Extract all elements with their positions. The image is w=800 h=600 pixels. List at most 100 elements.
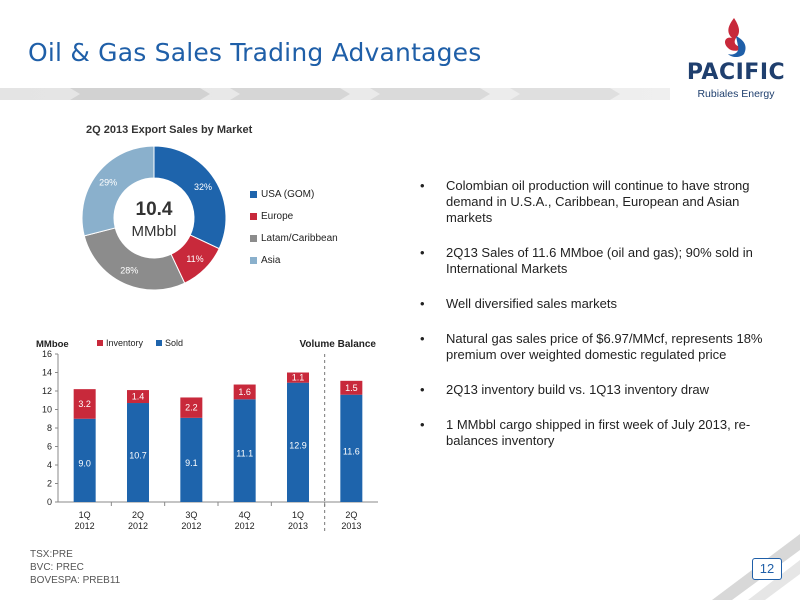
bar-label-inventory: 1.4 (132, 392, 145, 402)
donut-label-latam: 28% (120, 265, 138, 275)
flame-logo-icon (725, 18, 746, 57)
x-tick-label: 1Q (292, 510, 304, 520)
bar-inventory (73, 389, 96, 419)
slide-title: Oil & Gas Sales Trading Advantages (28, 38, 482, 67)
donut-legend: USA (GOM) Europe Latam/Caribbean Asia (250, 183, 338, 271)
volume-balance-annotation: Volume Balance (299, 339, 376, 350)
bullet-item: • 2Q13 Sales of 11.6 MMboe (oil and gas);… (420, 245, 770, 277)
donut-label-europe: 11% (186, 254, 203, 264)
y-tick-label: 6 (47, 442, 52, 452)
ticker-symbols: TSX:PRE BVC: PREC BOVESPA: PREB11 (30, 548, 120, 587)
donut-slice-usa (153, 145, 227, 250)
bar-label-sold: 9.1 (185, 458, 198, 468)
logo-wordmark: PACIFIC (686, 60, 786, 85)
bullet-marker: • (420, 417, 425, 432)
bullet-marker: • (420, 331, 425, 346)
bullet-text: Natural gas sales price of $6.97/MMcf, r… (446, 331, 763, 362)
bar-label-inventory: 1.1 (292, 373, 305, 383)
bullet-item: • 1 MMbbl cargo shipped in first week of … (420, 417, 770, 449)
legend-swatch (250, 190, 257, 198)
y-tick-label: 2 (47, 479, 52, 489)
bar-inventory (180, 397, 203, 418)
bullet-marker: • (420, 296, 425, 311)
x-tick-label: 4Q (239, 510, 251, 520)
donut-center-unit: MMbbl (131, 223, 176, 240)
y-tick-label: 14 (42, 368, 52, 378)
bar-label-inventory: 3.2 (78, 399, 91, 409)
x-tick-label: 2Q (345, 510, 357, 520)
bar-sold (233, 399, 256, 502)
legend-swatch (250, 212, 257, 220)
legend-item-latam: Latam/Caribbean (250, 227, 338, 249)
legend-swatch-sold (156, 340, 162, 346)
legend-item-usa: USA (GOM) (250, 183, 338, 205)
legend-item-europe: Europe (250, 205, 338, 227)
bullet-text: 2Q13 Sales of 11.6 MMboe (oil and gas); … (446, 245, 753, 276)
x-tick-label: 2012 (235, 521, 255, 531)
logo-subtitle: Rubiales Energy (697, 88, 775, 100)
x-tick-label: 2012 (75, 521, 95, 531)
legend-label: Latam/Caribbean (261, 232, 338, 244)
bar-label-inventory: 1.5 (345, 383, 358, 393)
x-tick-label: 3Q (185, 510, 197, 520)
legend-item-asia: Asia (250, 249, 338, 271)
bullet-text: Well diversified sales markets (446, 296, 617, 311)
bullet-text: 2Q13 inventory build vs. 1Q13 inventory … (446, 382, 710, 397)
bar-label-sold: 11.6 (343, 446, 360, 456)
y-tick-label: 12 (42, 386, 52, 396)
bar-sold (127, 403, 149, 502)
bullet-item: • 2Q13 inventory build vs. 1Q13 inventory… (420, 382, 770, 398)
y-tick-label: 0 (47, 497, 52, 507)
y-tick-label: 4 (47, 460, 52, 470)
bullet-marker: • (420, 178, 425, 193)
company-logo: PACIFIC Rubiales Energy (686, 14, 786, 104)
bullet-marker: • (420, 245, 425, 260)
bar-inventory (340, 380, 363, 395)
y-tick-label: 8 (47, 423, 52, 433)
legend-label-inventory: Inventory (106, 338, 144, 348)
bullet-item: • Well diversified sales markets (420, 296, 770, 312)
bar-label-sold: 12.9 (289, 440, 307, 450)
key-points-list: • Colombian oil production will continue … (420, 178, 770, 468)
y-tick-label: 10 (42, 405, 52, 415)
page-number: 12 (752, 558, 782, 580)
legend-label: USA (GOM) (261, 188, 315, 200)
corner-decoration (712, 534, 800, 600)
bar-chart-ylabel: MMboe (36, 339, 69, 350)
bullet-marker: • (420, 382, 425, 397)
x-tick-label: 1Q (79, 510, 91, 520)
bar-label-inventory: 1.6 (238, 387, 251, 397)
bar-inventory (233, 384, 256, 400)
header-arrow-band (0, 88, 670, 100)
bar-inventory (287, 372, 309, 383)
ticker-tsx: TSX:PRE (30, 549, 73, 560)
ticker-bovespa: BOVESPA: PREB11 (30, 575, 121, 586)
legend-label: Asia (261, 254, 281, 266)
bar-sold (287, 382, 309, 502)
legend-swatch (250, 234, 257, 242)
x-tick-label: 2013 (288, 521, 308, 531)
y-tick-label: 16 (42, 349, 52, 359)
export-sales-donut-chart: 32% 11% 28% 29% 10.4 MMbbl (81, 145, 227, 291)
bar-inventory (127, 390, 149, 404)
x-tick-label: 2012 (181, 521, 201, 531)
x-tick-label: 2013 (341, 521, 361, 531)
legend-swatch (250, 256, 257, 264)
bar-label-inventory: 2.2 (185, 403, 198, 413)
bar-label-sold: 9.0 (78, 458, 91, 468)
donut-slice-asia (81, 145, 155, 237)
legend-swatch-inventory (97, 340, 103, 346)
x-tick-label: 2Q (132, 510, 144, 520)
bullet-text: 1 MMbbl cargo shipped in first week of J… (446, 417, 751, 448)
donut-center-value: 10.4 (136, 199, 173, 220)
bullet-text: Colombian oil production will continue t… (446, 178, 750, 225)
bullet-item: • Colombian oil production will continue … (420, 178, 770, 226)
donut-label-asia: 29% (99, 177, 117, 187)
x-tick-label: 2012 (128, 521, 148, 531)
legend-label: Europe (261, 210, 294, 222)
bar-sold (73, 418, 96, 502)
donut-chart-title: 2Q 2013 Export Sales by Market (86, 124, 253, 136)
bar-label-sold: 11.1 (236, 449, 253, 459)
ticker-bvc: BVC: PREC (30, 562, 84, 573)
bar-sold (340, 394, 363, 502)
